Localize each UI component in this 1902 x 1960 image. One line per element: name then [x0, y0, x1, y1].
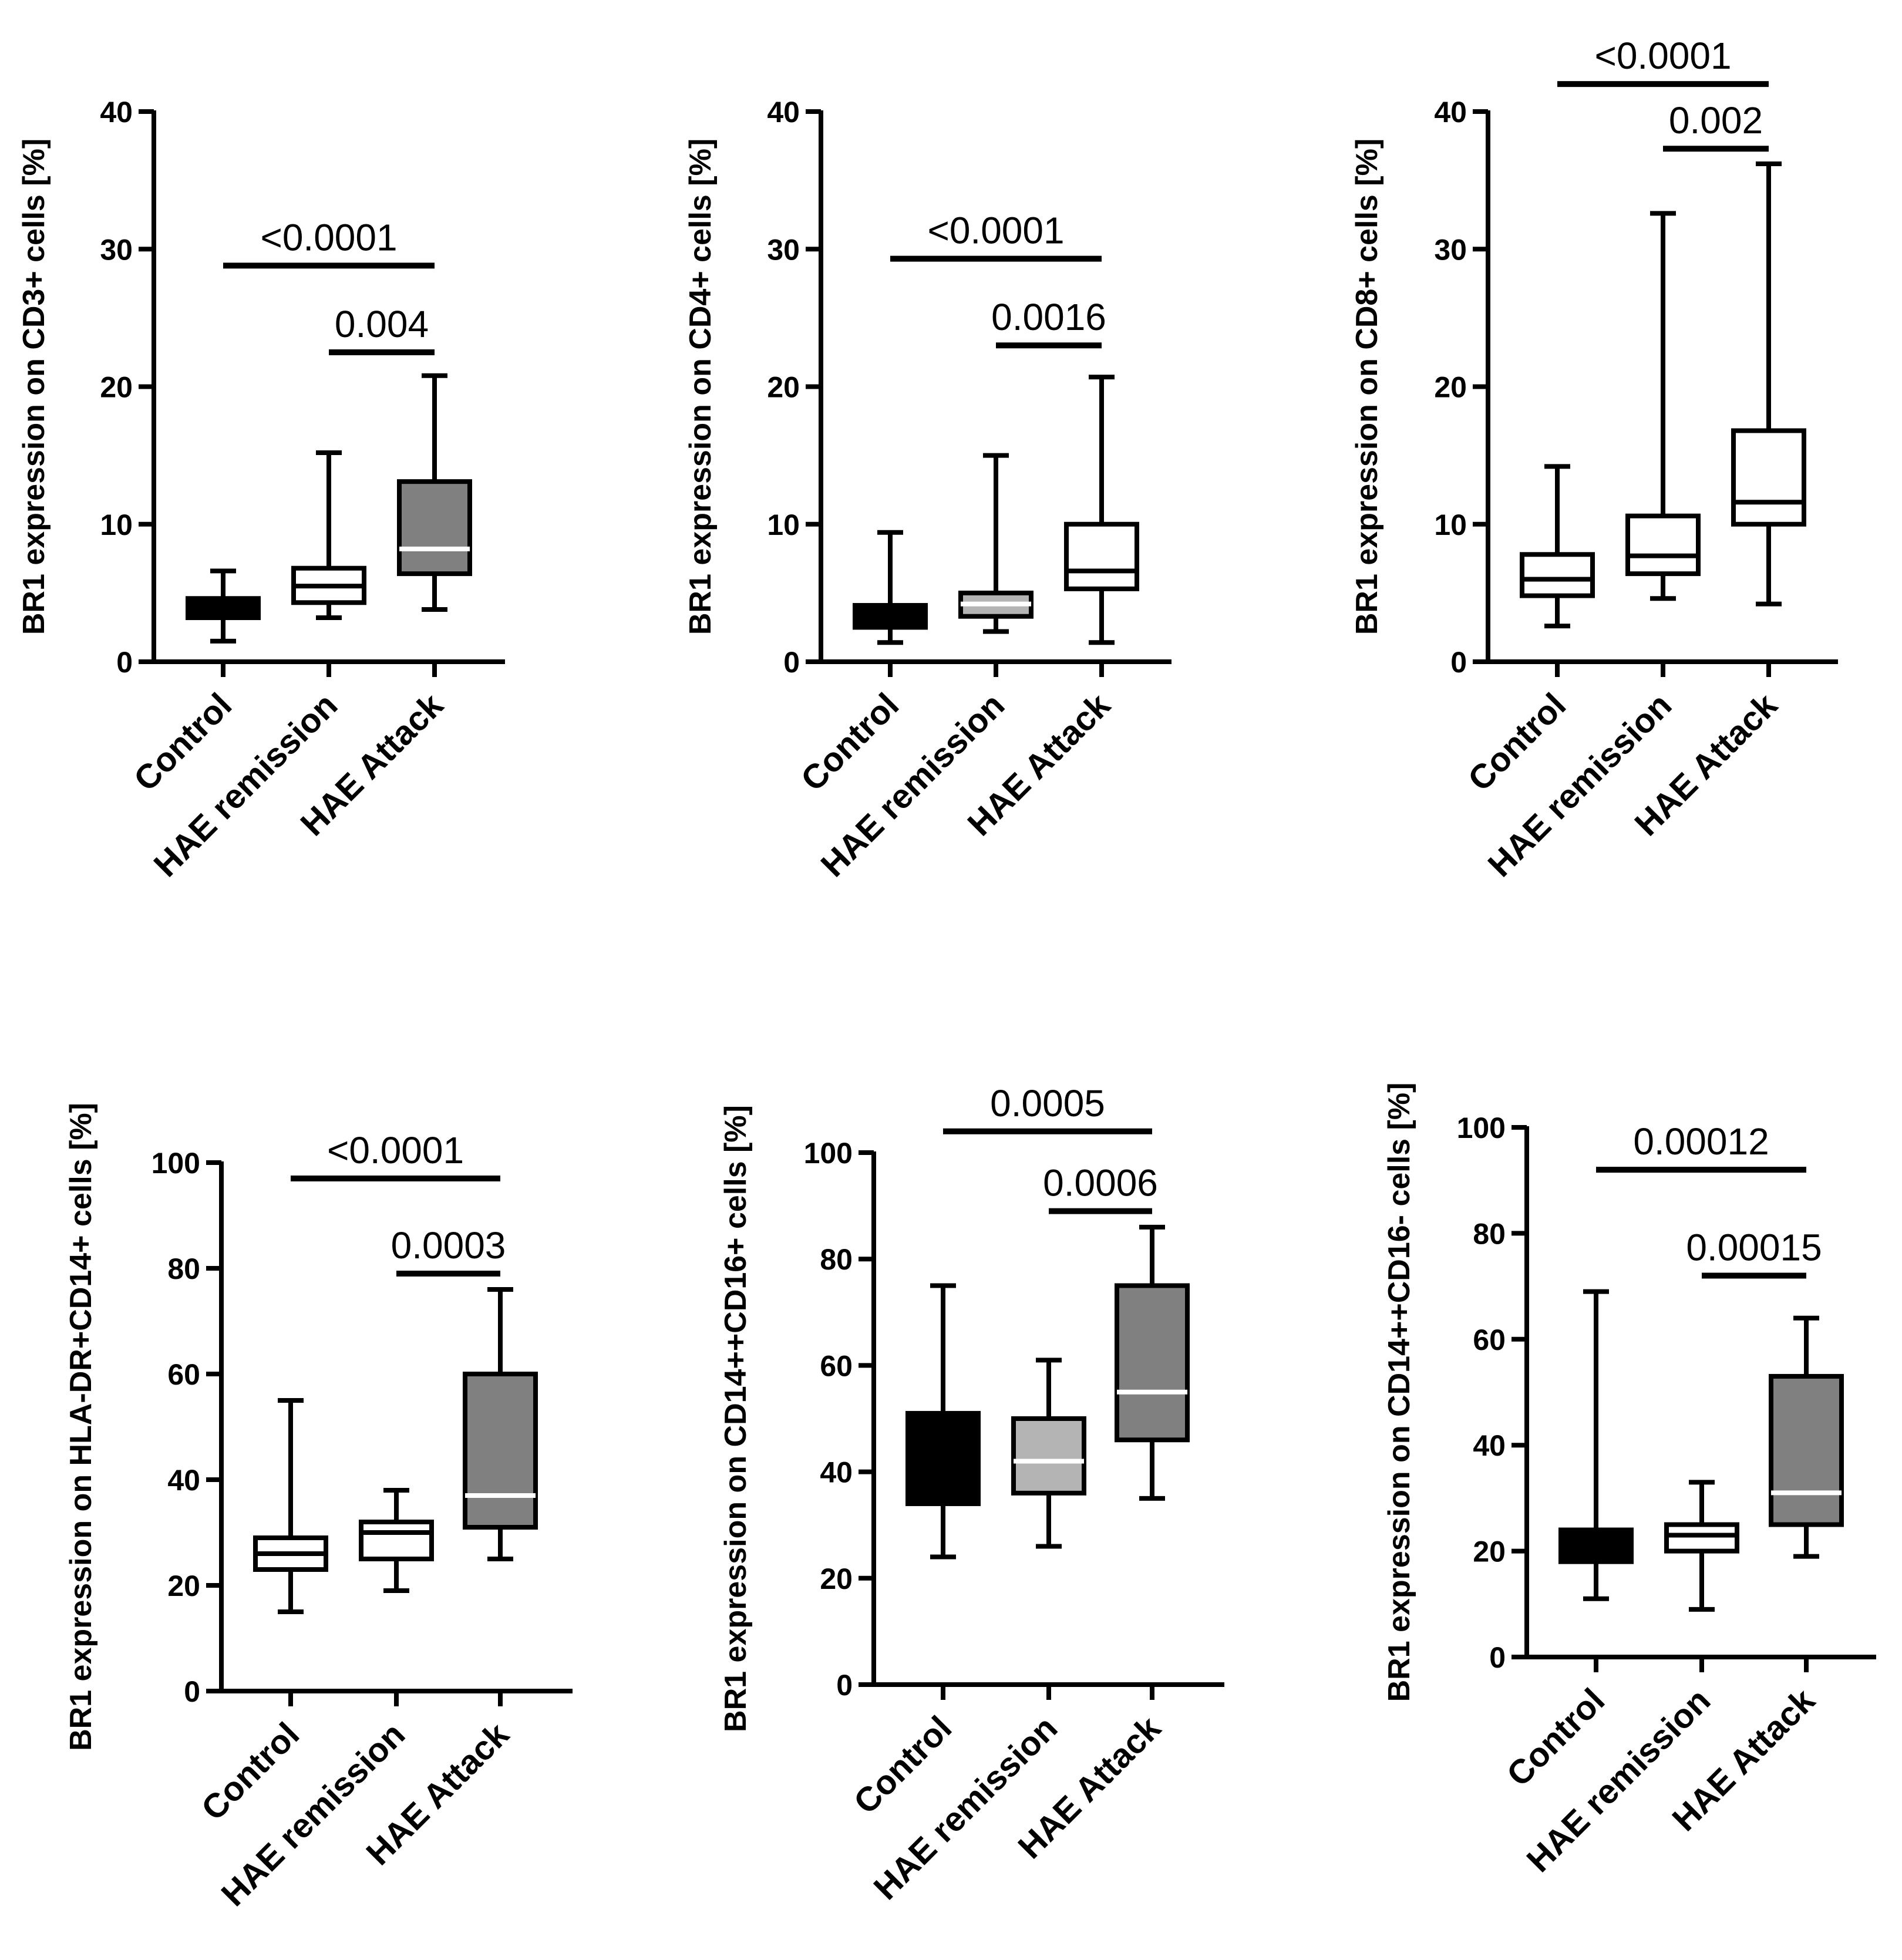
- box-body: [1769, 1373, 1844, 1527]
- y-tick-label: 0: [836, 1669, 853, 1702]
- box-hae-attack: [1115, 1224, 1190, 1501]
- box-control: [1558, 1289, 1634, 1601]
- chart-panel-4: 0 20 40 60 80 100 BR1 expression on HLA-DR+CD1…: [64, 1103, 573, 1914]
- y-tick-label: 80: [167, 1252, 200, 1285]
- y-tick-label: 20: [1434, 371, 1467, 404]
- chart-panel-3: 0 10 20 30 40 BR1 expression on CD8+ cells [%…: [1350, 35, 1838, 884]
- box-control: [905, 1283, 981, 1560]
- x-category-label: HAE remission: [866, 1709, 1065, 1907]
- y-tick-label: 60: [820, 1349, 853, 1382]
- box-hae-attack: [1769, 1315, 1844, 1559]
- x-category-label: HAE remission: [214, 1715, 412, 1914]
- box-hae-remission: [958, 453, 1034, 634]
- box-control: [186, 568, 261, 644]
- y-tick-label: 60: [1473, 1323, 1506, 1356]
- box-control: [853, 530, 928, 645]
- y-tick-label: 100: [804, 1137, 853, 1170]
- y-tick-label: 80: [820, 1243, 853, 1276]
- y-tick-label: 30: [767, 233, 800, 266]
- y-tick-label: 20: [1473, 1535, 1506, 1568]
- y-tick-label: 100: [152, 1147, 200, 1180]
- y-tick-label: 10: [100, 508, 133, 541]
- chart-panel-1: 0 10 20 30 40 BR1 expression on CD3+ cells [%…: [17, 96, 505, 884]
- box-body: [463, 1372, 538, 1530]
- p-value-label: 0.00012: [1633, 1120, 1769, 1163]
- y-tick-label: 40: [767, 96, 800, 129]
- box-hae-attack: [1064, 375, 1139, 645]
- box-body: [359, 1520, 434, 1561]
- box-hae-remission: [1664, 1480, 1739, 1612]
- y-tick-label: 20: [100, 371, 133, 404]
- p-value-label: 0.00015: [1686, 1227, 1822, 1269]
- box-body: [1625, 513, 1701, 577]
- y-axis-label: BR1 expression on CD14++CD16+ cells [%]: [719, 1105, 753, 1732]
- y-tick-label: 40: [1473, 1429, 1506, 1462]
- p-value-label: 0.0005: [990, 1082, 1105, 1124]
- y-tick-label: 0: [783, 646, 800, 679]
- box-hae-remission: [291, 450, 366, 621]
- y-tick-label: 100: [1457, 1112, 1506, 1144]
- y-axis-label: BR1 expression on HLA-DR+CD14+ cells [%]: [64, 1103, 98, 1751]
- box-hae-attack: [1731, 161, 1806, 607]
- y-axis-label: BR1 expression on CD3+ cells [%]: [17, 139, 51, 635]
- box-body: [1558, 1527, 1634, 1564]
- box-body: [1064, 521, 1139, 591]
- y-tick-label: 40: [1434, 96, 1467, 129]
- box-body: [1011, 1416, 1086, 1496]
- box-control: [1520, 464, 1595, 629]
- y-tick-label: 20: [167, 1570, 200, 1602]
- box-body: [1520, 552, 1595, 598]
- y-tick-label: 0: [1489, 1641, 1506, 1674]
- y-axis-label: BR1 expression on CD8+ cells [%]: [1350, 139, 1384, 635]
- box-body: [1731, 428, 1806, 527]
- p-value-label: <0.0001: [927, 210, 1064, 252]
- x-category-label: HAE remission: [1519, 1681, 1718, 1880]
- box-hae-remission: [1011, 1358, 1086, 1549]
- box-hae-attack: [397, 373, 472, 612]
- y-axis-label: BR1 expression on CD14++CD16- cells [%]: [1382, 1083, 1416, 1702]
- box-hae-attack: [463, 1287, 538, 1561]
- y-tick-label: 0: [184, 1675, 200, 1708]
- p-value-label: <0.0001: [260, 216, 397, 258]
- box-control: [253, 1398, 328, 1614]
- y-tick-label: 0: [116, 646, 133, 679]
- y-tick-label: 30: [1434, 233, 1467, 266]
- box-body: [1664, 1522, 1739, 1554]
- y-tick-label: 40: [100, 96, 133, 129]
- p-value-label: 0.0006: [1043, 1162, 1158, 1204]
- y-tick-label: 30: [100, 233, 133, 266]
- x-category-label: HAE remission: [146, 686, 345, 884]
- chart-panel-2: 0 10 20 30 40 BR1 expression on CD4+ cells [%…: [684, 96, 1172, 884]
- box-body: [1115, 1283, 1190, 1443]
- x-category-label: HAE remission: [813, 686, 1012, 884]
- y-tick-label: 80: [1473, 1217, 1506, 1250]
- box-body: [397, 479, 472, 577]
- box-hae-remission: [359, 1488, 434, 1593]
- y-tick-label: 40: [820, 1456, 853, 1489]
- y-axis-label: BR1 expression on CD4+ cells [%]: [684, 139, 718, 635]
- y-tick-label: 20: [820, 1562, 853, 1595]
- p-value-label: <0.0001: [1594, 35, 1731, 77]
- p-value-label: <0.0001: [327, 1129, 464, 1171]
- chart-panel-5: 0 20 40 60 80 100 BR1 expression on CD14++CD16…: [719, 1082, 1224, 1907]
- y-tick-label: 0: [1450, 646, 1467, 679]
- y-tick-label: 20: [767, 371, 800, 404]
- x-category-label: HAE remission: [1480, 686, 1679, 884]
- box-body: [905, 1410, 981, 1506]
- p-value-label: 0.002: [1669, 99, 1763, 142]
- y-tick-label: 10: [767, 508, 800, 541]
- box-hae-remission: [1625, 211, 1701, 601]
- p-value-label: 0.0003: [391, 1224, 506, 1267]
- p-value-label: 0.004: [335, 303, 429, 345]
- y-tick-label: 10: [1434, 508, 1467, 541]
- y-tick-label: 40: [167, 1464, 200, 1497]
- chart-panel-6: 0 20 40 60 80 100 BR1 expression on CD14++CD16…: [1382, 1083, 1876, 1880]
- p-value-label: 0.0016: [991, 296, 1106, 338]
- y-tick-label: 60: [167, 1358, 200, 1391]
